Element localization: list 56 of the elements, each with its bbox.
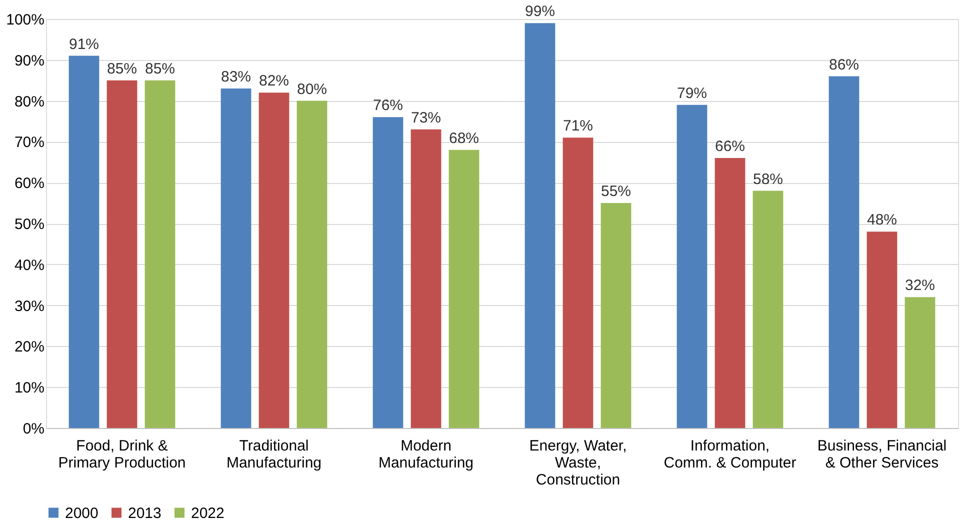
y-tick-label: 20% — [14, 338, 44, 356]
data-label: 66% — [714, 138, 746, 156]
x-tick-label: Business, Financial & Other Services — [817, 438, 947, 472]
data-label: 76% — [372, 97, 404, 114]
data-label: 71% — [562, 118, 594, 135]
y-tick-label: 60% — [14, 175, 44, 192]
x-tick-label: Information, Comm. & Computer — [664, 438, 796, 472]
data-label: 82% — [258, 72, 290, 90]
bar — [524, 23, 556, 428]
data-label: 68% — [448, 130, 480, 147]
bar — [904, 297, 936, 428]
bar — [410, 129, 442, 428]
x-tick-label: Food, Drink & Primary Production — [58, 438, 186, 472]
y-tick-label: 70% — [14, 134, 44, 152]
bar — [220, 88, 252, 428]
bar — [866, 232, 898, 428]
data-label: 83% — [220, 68, 252, 86]
bar — [68, 56, 100, 428]
data-label: 85% — [106, 60, 138, 78]
data-label: 73% — [410, 109, 442, 126]
bar — [752, 190, 784, 428]
bar — [372, 117, 404, 428]
y-tick-label: 90% — [14, 52, 44, 70]
data-label: 91% — [68, 36, 100, 53]
data-label: 79% — [676, 84, 708, 102]
bar — [296, 100, 328, 428]
data-label: 86% — [828, 56, 860, 74]
data-label: 80% — [296, 80, 328, 98]
bar — [828, 76, 860, 428]
data-label: 55% — [600, 183, 632, 200]
legend-label: 2022 — [191, 504, 224, 522]
y-tick-label: 50% — [14, 216, 44, 233]
data-label: 99% — [524, 3, 556, 20]
y-tick-label: 30% — [14, 298, 44, 315]
bar — [448, 150, 480, 428]
y-tick-label: 0% — [22, 420, 44, 438]
bar — [106, 80, 138, 428]
y-tick-label: 10% — [14, 380, 44, 397]
x-tick-label: Energy, Water, Waste, Construction — [529, 438, 627, 488]
data-label: 58% — [752, 170, 784, 188]
y-tick-label: 100% — [6, 12, 44, 28]
legend-label: 2000 — [65, 504, 98, 522]
bar — [600, 203, 632, 428]
bar — [676, 104, 708, 428]
x-tick-label: Traditional Manufacturing — [226, 438, 322, 472]
bar — [258, 92, 290, 428]
bar — [144, 80, 176, 428]
data-label: 32% — [904, 277, 936, 294]
data-label: 48% — [866, 212, 898, 229]
y-tick-label: 40% — [14, 256, 44, 274]
bar — [714, 158, 746, 428]
bar — [562, 138, 594, 428]
data-label: 85% — [144, 60, 176, 78]
legend-label: 2013 — [128, 504, 162, 522]
y-tick-label: 80% — [14, 93, 44, 110]
x-tick-label: Modern Manufacturing — [378, 438, 474, 472]
